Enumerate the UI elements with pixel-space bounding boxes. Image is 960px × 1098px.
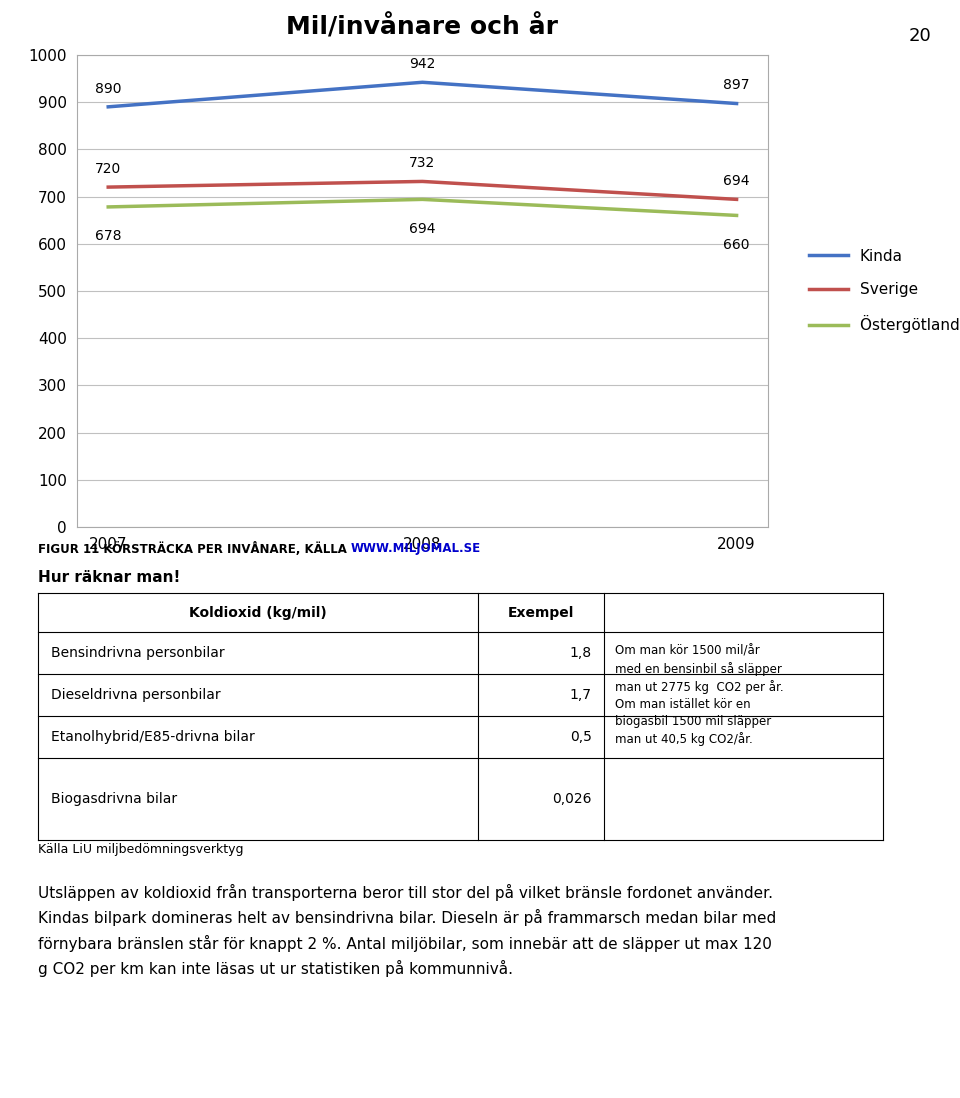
Text: 720: 720: [95, 163, 121, 176]
Text: 732: 732: [409, 156, 436, 170]
Text: Koldioxid (kg/mil): Koldioxid (kg/mil): [189, 606, 327, 619]
Text: 678: 678: [95, 229, 122, 243]
Text: Källa LiU miljbedömningsverktyg: Källa LiU miljbedömningsverktyg: [38, 843, 244, 856]
Text: WWW.MILJOMAL.SE: WWW.MILJOMAL.SE: [350, 542, 481, 556]
Text: 897: 897: [723, 78, 750, 92]
Text: 942: 942: [409, 57, 436, 71]
Text: 660: 660: [723, 237, 750, 251]
Text: 1,8: 1,8: [569, 647, 591, 661]
Text: 0,5: 0,5: [570, 730, 591, 744]
Text: Om man kör 1500 mil/år
med en bensinbil så släpper
man ut 2775 kg  CO2 per år.
O: Om man kör 1500 mil/år med en bensinbil …: [614, 645, 783, 747]
Text: Dieseldrivna personbilar: Dieseldrivna personbilar: [51, 688, 221, 703]
Text: Biogasdrivna bilar: Biogasdrivna bilar: [51, 792, 178, 806]
Text: Etanolhybrid/E85-drivna bilar: Etanolhybrid/E85-drivna bilar: [51, 730, 254, 744]
Text: Bensindrivna personbilar: Bensindrivna personbilar: [51, 647, 225, 661]
Text: FIGUR 11 KÖRSTRÄCKA PER INVÅNARE, KÄLLA: FIGUR 11 KÖRSTRÄCKA PER INVÅNARE, KÄLLA: [38, 542, 351, 557]
Text: Utsläppen av koldioxid från transporterna beror till stor del på vilket bränsle : Utsläppen av koldioxid från transportern…: [38, 884, 777, 977]
Legend: Kinda, Sverige, Östergötlands län: Kinda, Sverige, Östergötlands län: [804, 243, 960, 339]
Text: 694: 694: [723, 175, 750, 188]
Text: Hur räknar man!: Hur räknar man!: [38, 570, 180, 585]
Text: Exempel: Exempel: [508, 606, 574, 619]
Text: 0,026: 0,026: [552, 792, 591, 806]
Text: 890: 890: [95, 81, 122, 96]
Text: 694: 694: [409, 222, 436, 236]
Text: 1,7: 1,7: [569, 688, 591, 703]
Text: 20: 20: [908, 27, 931, 45]
Title: Mil/invånare och år: Mil/invånare och år: [286, 13, 559, 40]
